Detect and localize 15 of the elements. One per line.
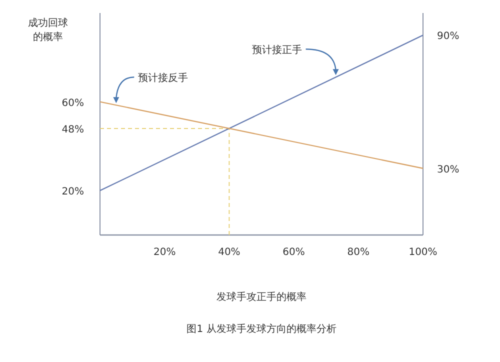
x-tick-label: 100%: [408, 247, 438, 258]
y2-tick-label: 30%: [437, 164, 460, 176]
y-tick-label: 48%: [62, 124, 84, 136]
caption: 图1 从发球手发球方向的概率分析: [186, 323, 336, 335]
x-tick-label: 80%: [347, 247, 370, 258]
y-tick-label: 60%: [62, 98, 84, 109]
x-tick-label: 20%: [153, 247, 176, 258]
x-axis-title: 发球手攻正手的概率: [216, 291, 306, 303]
annotation: 预计接正手: [252, 44, 302, 56]
x-tick-label: 60%: [282, 247, 305, 258]
y2-tick-label: 90%: [437, 31, 460, 42]
annotation: 预计接反手: [138, 72, 188, 84]
x-tick-label: 40%: [218, 247, 240, 258]
y-tick-label: 20%: [62, 186, 84, 198]
y-axis-title: 成功回球的概率: [28, 17, 68, 43]
